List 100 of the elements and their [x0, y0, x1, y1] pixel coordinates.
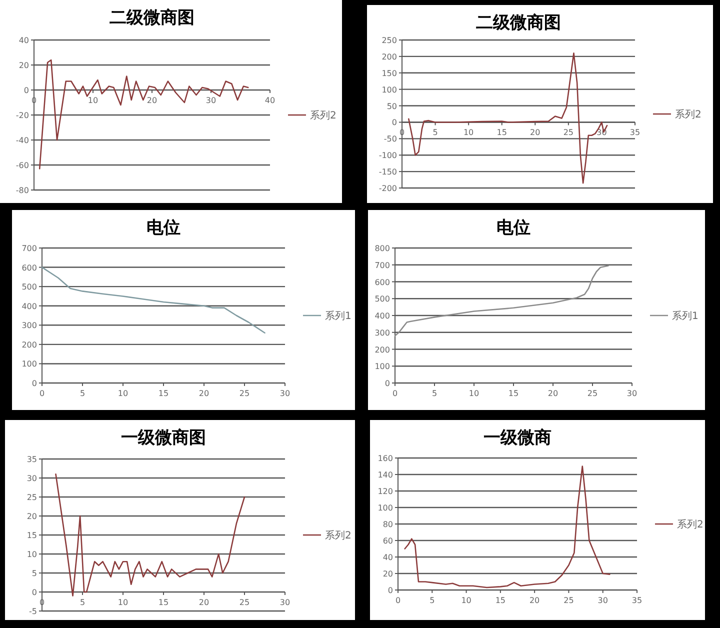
chart-title: 一级微商图 — [121, 428, 206, 448]
y-tick-label: -20 — [16, 111, 29, 120]
x-tick-label: 20 — [146, 96, 158, 105]
y-tick-label: 80 — [382, 520, 393, 529]
y-tick-label: -80 — [16, 186, 29, 195]
legend-label: 系列2 — [675, 108, 702, 120]
y-tick-label: 100 — [378, 504, 393, 512]
y-tick-label: 25 — [26, 493, 37, 502]
x-tick-label: 20 — [198, 389, 210, 398]
x-tick-label: 25 — [239, 598, 250, 607]
y-tick-label: 200 — [22, 340, 37, 350]
y-tick-label: 500 — [374, 294, 390, 304]
x-tick-label: 10 — [118, 598, 128, 607]
x-tick-label: 10 — [88, 96, 98, 105]
x-tick-label: 15 — [495, 596, 506, 605]
y-tick-label: 100 — [382, 85, 397, 94]
y-tick-label: 0 — [32, 588, 37, 597]
y-tick-label: 200 — [382, 52, 397, 62]
x-tick-label: 25 — [563, 128, 574, 138]
y-tick-label: 10 — [26, 550, 37, 559]
x-tick-label: 5 — [432, 128, 438, 138]
y-tick-label: 0 — [392, 118, 397, 128]
y-tick-label: -150 — [378, 168, 397, 177]
x-tick-label: 25 — [239, 389, 250, 398]
x-tick-label: 5 — [80, 389, 86, 398]
line-series — [394, 265, 609, 336]
y-tick-label: 150 — [382, 68, 397, 78]
y-tick-label: 5 — [32, 569, 37, 578]
y-tick-label: 60 — [382, 536, 393, 546]
y-tick-label: 0 — [32, 379, 37, 388]
x-tick-label: 20 — [530, 128, 540, 138]
y-tick-label: -5 — [29, 607, 37, 616]
chart-title: 二级微商图 — [110, 8, 194, 28]
chart-title: 二级微商图 — [476, 13, 561, 33]
y-tick-label: 400 — [22, 302, 37, 311]
x-tick-label: 35 — [630, 128, 640, 138]
y-tick-label: -100 — [378, 151, 397, 160]
x-tick-label: 15 — [496, 128, 507, 138]
y-tick-label: 50 — [386, 102, 397, 111]
y-tick-label: -60 — [16, 161, 29, 170]
y-tick-label: 0 — [384, 379, 390, 388]
y-tick-label: 0 — [24, 86, 29, 95]
chart-title: 电位 — [496, 218, 530, 238]
x-tick-label: 0 — [39, 389, 45, 398]
y-tick-label: 0 — [388, 586, 393, 595]
y-tick-label: 20 — [18, 61, 29, 70]
chart-title: 电位 — [146, 218, 180, 238]
x-tick-label: 30 — [626, 389, 638, 398]
y-tick-label: 500 — [22, 282, 37, 292]
x-tick-label: 20 — [529, 596, 540, 605]
y-tick-label: 300 — [22, 321, 37, 330]
x-tick-label: 30 — [280, 598, 290, 607]
x-tick-label: 30 — [598, 596, 608, 605]
y-tick-label: 20 — [26, 512, 37, 521]
line-series — [55, 474, 246, 596]
x-tick-label: 35 — [632, 596, 642, 605]
y-tick-label: 140 — [378, 470, 393, 480]
line-series — [408, 52, 608, 184]
y-tick-label: -50 — [384, 134, 397, 144]
x-tick-label: 40 — [264, 96, 276, 105]
x-tick-label: 30 — [280, 389, 290, 398]
x-tick-label: 15 — [158, 389, 169, 398]
y-tick-label: 40 — [18, 36, 29, 45]
y-tick-label: 700 — [374, 260, 390, 270]
line-series — [404, 466, 610, 588]
y-tick-label: 300 — [374, 328, 390, 338]
y-tick-label: 700 — [22, 244, 37, 253]
x-tick-label: 5 — [80, 598, 86, 607]
y-tick-label: 100 — [22, 360, 37, 369]
y-tick-label: 100 — [374, 362, 390, 372]
y-tick-label: 600 — [374, 278, 390, 287]
y-tick-label: -200 — [378, 184, 397, 193]
line-series — [38, 59, 249, 170]
y-tick-label: 600 — [22, 263, 37, 272]
x-tick-label: 10 — [468, 389, 480, 398]
legend-label: 系列2 — [310, 110, 336, 122]
chart-title: 一级微商 — [484, 428, 552, 448]
y-tick-label: 30 — [26, 474, 37, 483]
x-tick-label: 20 — [198, 598, 210, 607]
x-tick-label: 25 — [564, 596, 574, 605]
x-tick-label: 25 — [587, 389, 598, 398]
y-tick-label: 800 — [374, 244, 390, 253]
x-tick-label: 10 — [461, 596, 472, 605]
y-tick-label: 400 — [374, 312, 390, 320]
legend-label: 系列1 — [672, 310, 698, 322]
y-tick-label: 40 — [382, 553, 393, 562]
y-tick-label: 160 — [378, 454, 393, 463]
x-tick-label: 10 — [463, 128, 474, 138]
x-tick-label: 20 — [548, 389, 558, 398]
legend-label: 系列1 — [325, 310, 352, 322]
x-tick-label: 5 — [430, 596, 435, 605]
x-tick-label: 30 — [206, 96, 216, 105]
y-tick-label: 20 — [382, 570, 393, 578]
x-tick-label: 15 — [508, 389, 519, 398]
y-tick-label: -40 — [16, 136, 29, 145]
y-tick-label: 200 — [374, 345, 390, 354]
line-series — [41, 266, 266, 334]
y-tick-label: 15 — [26, 531, 37, 540]
x-tick-label: 10 — [118, 389, 128, 398]
x-tick-label: 5 — [432, 389, 438, 398]
